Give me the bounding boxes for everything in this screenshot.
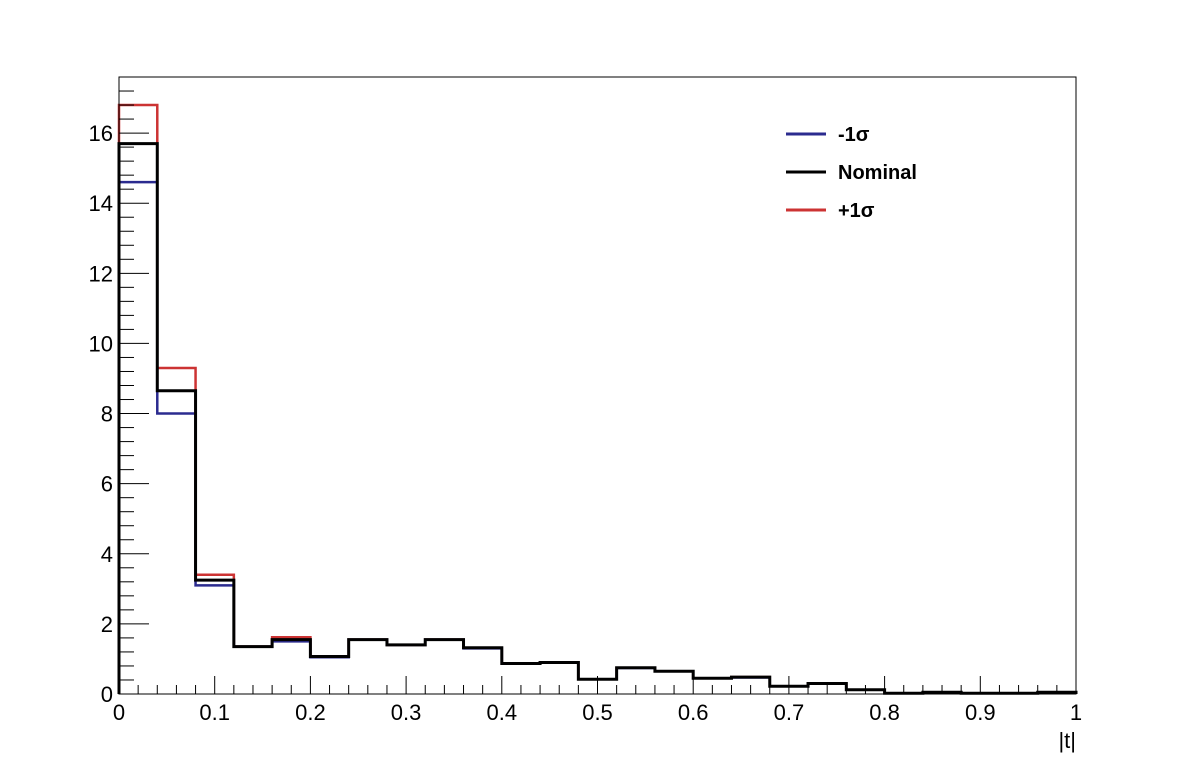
y-tick-label: 12: [89, 261, 113, 286]
y-tick-label: 4: [101, 542, 113, 567]
y-tick-label: 2: [101, 612, 113, 637]
x-tick-label: 0.4: [487, 700, 518, 725]
series-line-+1σ: [117, 103, 1078, 695]
y-tick-label: 14: [89, 191, 113, 216]
y-tick-label: 16: [89, 121, 113, 146]
y-tick-label: 10: [89, 331, 113, 356]
x-tick-label: 0.9: [965, 700, 996, 725]
x-tick-label: 0.7: [774, 700, 805, 725]
y-tick-label: 6: [101, 472, 113, 497]
series-layer: [117, 103, 1078, 695]
plot-frame: [118, 76, 1077, 695]
series-line--1σ: [117, 180, 1078, 695]
series-line-Nominal: [117, 142, 1078, 695]
legend-label: -1σ: [838, 124, 870, 146]
x-tick-label: 0.8: [869, 700, 900, 725]
axis-ticks: [118, 76, 1077, 695]
legend: -1σ Nominal +1σ: [786, 124, 917, 222]
x-tick-label: 0.1: [199, 700, 230, 725]
legend-label: +1σ: [838, 200, 875, 222]
x-tick-label: 0: [113, 700, 125, 725]
x-tick-label: 0.2: [295, 700, 326, 725]
legend-label: Nominal: [838, 162, 917, 184]
y-tick-label: 8: [101, 402, 113, 427]
x-tick-label: 0.5: [582, 700, 613, 725]
x-tick-label: 0.3: [391, 700, 422, 725]
x-tick-label: 1: [1070, 700, 1082, 725]
x-tick-labels: 0 0.1 0.2 0.3 0.4 0.5 0.6 0.7 0.8 0.9 1: [113, 700, 1082, 725]
x-axis-title: |t|: [1058, 728, 1076, 753]
x-tick-label: 0.6: [678, 700, 709, 725]
y-tick-labels: 0 2 4 6 8 10 12 14 16: [89, 121, 113, 707]
y-tick-label: 0: [101, 682, 113, 707]
